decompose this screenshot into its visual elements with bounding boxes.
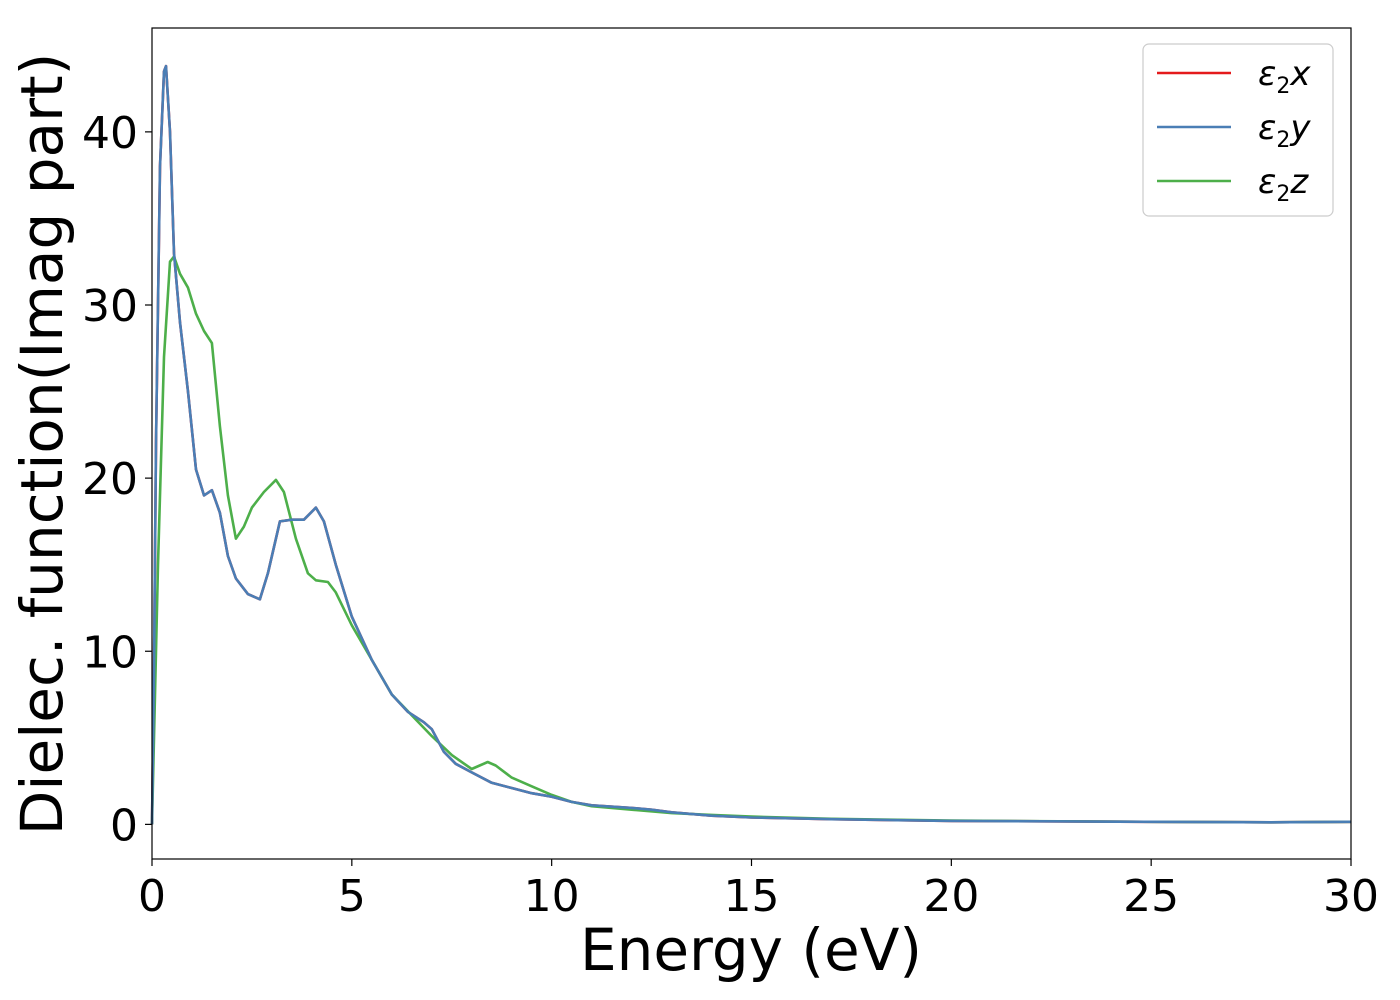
legend-frame bbox=[1142, 43, 1334, 217]
series-line-y bbox=[150, 64, 1352, 825]
y-axis-ticks: 0 10 20 30 40 bbox=[82, 108, 152, 851]
x-tick-label: 0 bbox=[138, 871, 166, 922]
legend-label-z: ε2z bbox=[1258, 162, 1309, 207]
y-axis-label: Dielec. function(Imag part) bbox=[8, 53, 76, 836]
x-tick-label: 20 bbox=[923, 871, 979, 922]
legend-label-x: ε2x bbox=[1258, 54, 1311, 99]
y-tick-label: 10 bbox=[82, 627, 138, 678]
x-tick-label: 15 bbox=[724, 871, 780, 922]
x-tick-label: 25 bbox=[1123, 871, 1179, 922]
legend-label-y: ε2y bbox=[1258, 108, 1311, 153]
x-axis-ticks: 0 5 10 15 20 25 30 bbox=[138, 859, 1379, 922]
x-tick-label: 5 bbox=[338, 871, 366, 922]
legend: ε2x ε2y ε2z bbox=[1142, 43, 1334, 217]
y-tick-label: 20 bbox=[82, 454, 138, 505]
series-layer bbox=[150, 64, 1352, 825]
y-tick-label: 0 bbox=[110, 800, 138, 851]
y-tick-label: 30 bbox=[82, 281, 138, 332]
x-axis-label: Energy (eV) bbox=[580, 916, 922, 984]
x-tick-label: 10 bbox=[524, 871, 580, 922]
series-line-z bbox=[150, 255, 1352, 825]
x-tick-label: 30 bbox=[1323, 871, 1379, 922]
y-tick-label: 40 bbox=[82, 108, 138, 159]
